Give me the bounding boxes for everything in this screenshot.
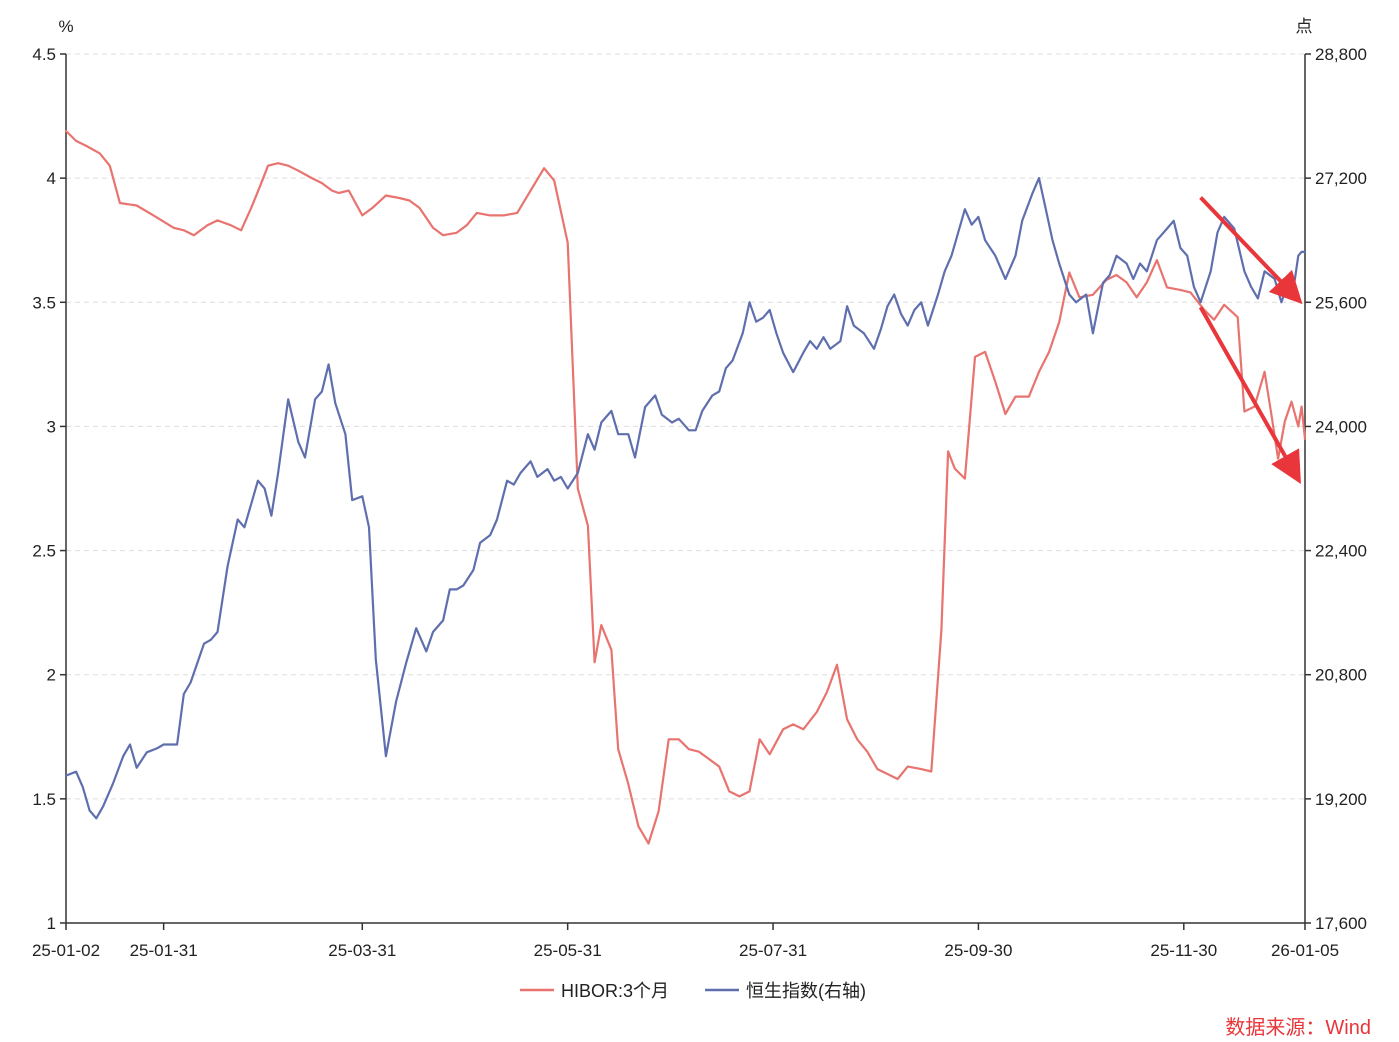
left-axis-tick-label: 1.5 [32, 790, 56, 809]
left-axis-unit: % [58, 17, 73, 36]
legend-item: 恒生指数(右轴) [705, 981, 866, 1001]
hibor-3m-line [64, 129, 1307, 845]
right-axis-unit: 点 [1296, 17, 1313, 36]
legend-label: HIBOR:3个月 [561, 981, 669, 1001]
hang-seng-index-line [64, 177, 1307, 820]
left-axis-tick-label: 3 [47, 417, 56, 436]
left-axis-tick-label: 4 [47, 169, 56, 188]
x-axis-tick-label: 25-01-02 [32, 941, 100, 960]
right-axis-tick-label: 19,200 [1315, 790, 1367, 809]
right-axis-tick-label: 27,200 [1315, 169, 1367, 188]
right-axis-tick-label: 24,000 [1315, 417, 1367, 436]
annotation-arrows [1198, 196, 1303, 485]
series-lines [64, 129, 1307, 845]
right-axis-tick-label: 17,600 [1315, 914, 1367, 933]
trend-arrow-lower [1198, 306, 1301, 485]
legend-label: 恒生指数(右轴) [746, 981, 866, 1001]
left-axis-tick-label: 3.5 [32, 293, 56, 312]
x-axis-tick-label: 25-01-31 [130, 941, 198, 960]
x-axis-tick-label: 25-03-31 [328, 941, 396, 960]
left-axis-tick-label: 1 [47, 914, 56, 933]
legend-item: HIBOR:3个月 [520, 981, 669, 1001]
x-axis-tick-label: 25-07-31 [739, 941, 807, 960]
x-axis-tick-label: 26-01-05 [1271, 941, 1339, 960]
left-axis-tick-label: 4.5 [32, 45, 56, 64]
right-axis-tick-label: 25,600 [1315, 293, 1367, 312]
x-axis-tick-label: 25-11-30 [1150, 941, 1217, 960]
legend: HIBOR:3个月 恒生指数(右轴) [520, 981, 866, 1001]
x-axis-tick-label: 25-05-31 [534, 941, 602, 960]
data-source-label: 数据来源：Wind [1225, 1016, 1371, 1039]
trend-arrow-upper [1199, 196, 1303, 305]
left-axis-tick-label: 2.5 [32, 542, 56, 561]
right-axis-tick-label: 20,800 [1315, 666, 1367, 685]
right-axis-tick-label: 22,400 [1315, 542, 1367, 561]
right-axis-tick-label: 28,800 [1315, 45, 1367, 64]
axes: 1 1.5 2 2.5 3 3.5 4 4.5% 17,600 19,200 20,800 22,40… [32, 17, 1367, 960]
x-axis-tick-label: 25-09-30 [944, 941, 1012, 960]
left-axis-tick-label: 2 [47, 666, 56, 685]
